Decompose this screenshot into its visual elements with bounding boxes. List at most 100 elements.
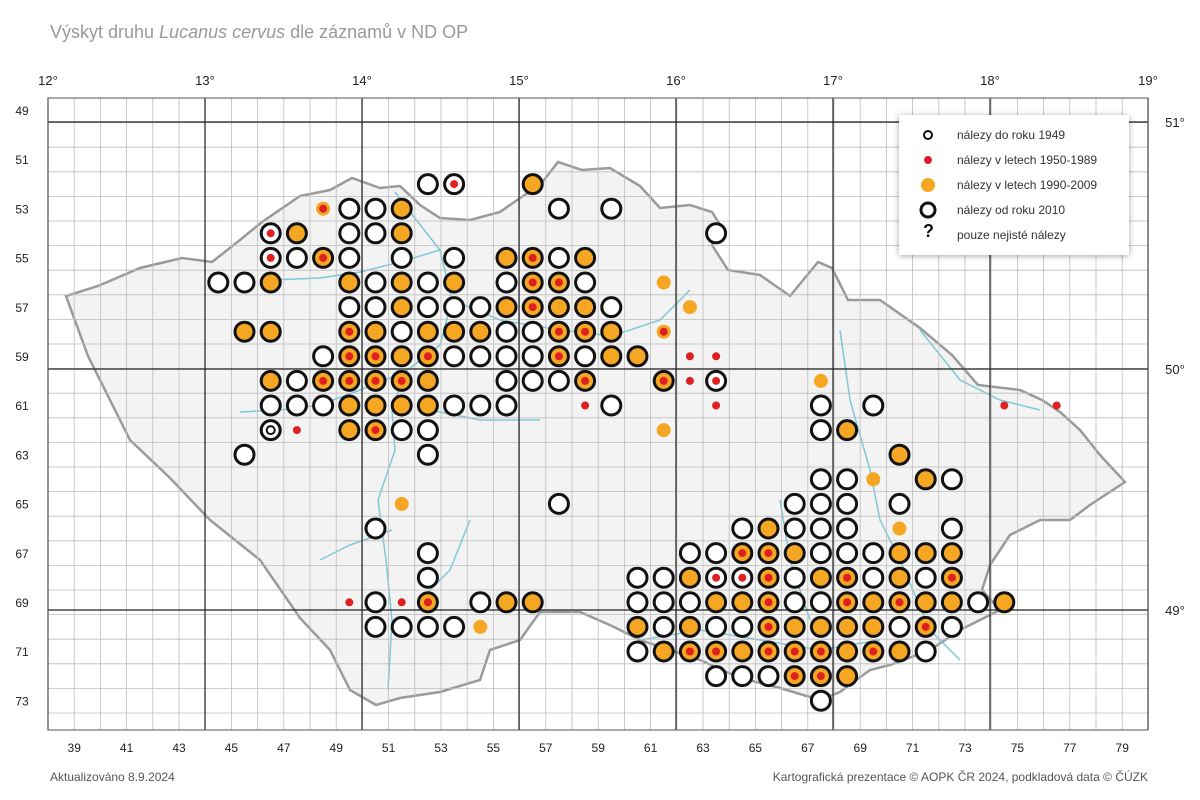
- record-marker: [416, 615, 439, 638]
- column-label: 57: [539, 741, 553, 755]
- record-marker: [390, 394, 413, 417]
- record-marker: [731, 640, 754, 663]
- record-marker: [940, 517, 963, 540]
- record-marker: [940, 566, 963, 589]
- record-marker: [364, 296, 387, 319]
- row-label: 51: [15, 153, 29, 167]
- record-marker: [783, 665, 806, 688]
- record-marker: [866, 472, 881, 487]
- title-species: Lucanus cervus: [159, 22, 286, 42]
- record-marker: [473, 619, 488, 634]
- record-marker: [731, 517, 754, 540]
- record-marker: [862, 394, 885, 417]
- record-marker: [809, 689, 832, 712]
- record-marker: [416, 320, 439, 343]
- record-marker: [443, 246, 466, 269]
- record-marker: [836, 492, 859, 515]
- column-label: 43: [172, 741, 186, 755]
- record-marker: [626, 566, 649, 589]
- column-label: 61: [644, 741, 658, 755]
- record-marker: [364, 320, 387, 343]
- row-label: 53: [15, 202, 29, 216]
- row-label: 55: [15, 252, 29, 266]
- column-label: 69: [854, 741, 868, 755]
- record-marker: [757, 542, 780, 565]
- record-marker: [390, 296, 413, 319]
- record-marker: [364, 419, 387, 442]
- record-marker: [495, 271, 518, 294]
- column-label: 77: [1063, 741, 1077, 755]
- record-marker: [626, 640, 649, 663]
- record-markers: [207, 173, 1061, 712]
- record-marker: [600, 197, 623, 220]
- row-label: 67: [15, 547, 29, 561]
- record-marker: [394, 496, 409, 511]
- record-marker: [338, 271, 361, 294]
- record-marker: [888, 640, 911, 663]
- column-label: 45: [225, 741, 239, 755]
- map-frame: [47, 97, 1149, 731]
- record-marker: [652, 591, 675, 614]
- column-label: 49: [330, 741, 344, 755]
- record-marker: [678, 591, 701, 614]
- record-marker: [259, 419, 282, 442]
- record-marker: [443, 173, 466, 196]
- record-marker: [809, 468, 832, 491]
- legend-label: nálezy v letech 1950-1989: [957, 153, 1098, 167]
- record-marker: [705, 566, 728, 589]
- record-marker: [888, 591, 911, 614]
- record-marker: [364, 271, 387, 294]
- longitude-label: 16°: [666, 73, 686, 88]
- record-marker: [652, 566, 675, 589]
- record-marker: [390, 615, 413, 638]
- river-ohre: [269, 249, 441, 281]
- longitude-label: 19°: [1138, 73, 1158, 88]
- record-marker: [892, 521, 907, 536]
- record-marker: [390, 197, 413, 220]
- grid-lines: [47, 97, 1149, 731]
- longitude-label: 14°: [352, 73, 372, 88]
- river-odra: [919, 329, 1041, 411]
- record-marker: [836, 468, 859, 491]
- record-marker: [757, 591, 780, 614]
- record-marker: [397, 598, 406, 607]
- record-marker: [705, 542, 728, 565]
- record-marker: [495, 246, 518, 269]
- title-suffix: dle záznamů v ND OP: [285, 22, 469, 42]
- record-marker: [416, 296, 439, 319]
- credit-note: Kartografická prezentace © AOPK ČR 2024,…: [772, 770, 1148, 784]
- record-marker: [364, 222, 387, 245]
- record-marker: [685, 376, 694, 385]
- record-marker: [888, 492, 911, 515]
- record-marker: [233, 271, 256, 294]
- record-marker: [705, 640, 728, 663]
- record-marker: [682, 300, 697, 315]
- column-label: 53: [434, 741, 448, 755]
- column-label: 55: [487, 741, 501, 755]
- record-marker: [443, 615, 466, 638]
- record-marker: [914, 591, 937, 614]
- record-marker: [416, 271, 439, 294]
- record-marker: [783, 591, 806, 614]
- record-marker: [338, 246, 361, 269]
- column-label: 41: [120, 741, 134, 755]
- record-marker: [364, 517, 387, 540]
- record-marker: [656, 423, 671, 438]
- record-marker: [574, 369, 597, 392]
- row-label: 61: [15, 399, 29, 413]
- column-label: 75: [1011, 741, 1025, 755]
- record-marker: [809, 640, 832, 663]
- record-marker: [581, 401, 590, 410]
- record-marker: [783, 640, 806, 663]
- record-marker: [416, 542, 439, 565]
- legend-label: nálezy v letech 1990-2009: [957, 178, 1098, 192]
- row-label: 65: [15, 498, 29, 512]
- record-marker: [521, 296, 544, 319]
- legend-label: nálezy do roku 1949: [957, 128, 1066, 142]
- record-marker: [1052, 401, 1061, 410]
- record-marker: [312, 369, 335, 392]
- record-marker: [656, 275, 671, 290]
- title-prefix: Výskyt druhu: [50, 22, 160, 42]
- big-ring-icon: [919, 201, 937, 219]
